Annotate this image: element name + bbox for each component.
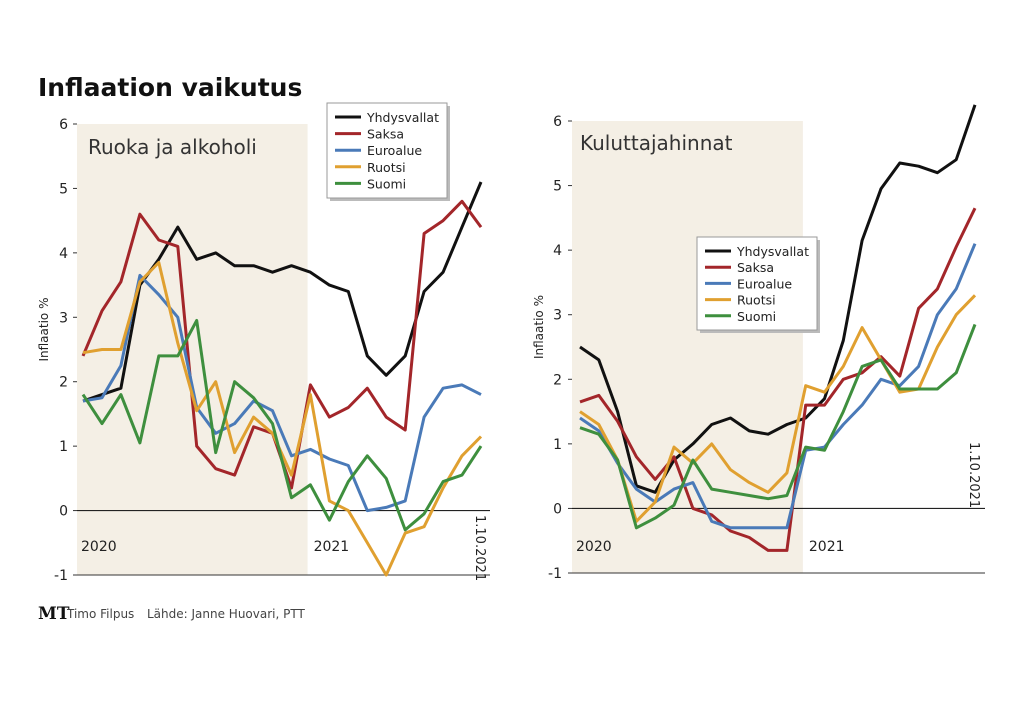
legend-label: Yhdysvallat [366, 110, 439, 125]
logo: MT [38, 604, 70, 624]
y-tick-label: 5 [553, 179, 562, 195]
y-tick-label: 1 [553, 437, 562, 453]
y-tick-label: 6 [553, 114, 562, 130]
y-tick-label: 3 [59, 310, 68, 326]
legend-label: Saksa [737, 260, 774, 275]
y-tick-label: 4 [553, 243, 562, 259]
y-tick-label: 0 [553, 501, 562, 517]
y-axis-label: Inflaatio % [37, 297, 51, 361]
legend-label: Ruotsi [367, 160, 406, 175]
x-tick-label: 1.10.2021 [472, 515, 487, 581]
x-tick-label: 1.10.2021 [966, 442, 981, 508]
main-title: Inflaation vaikutus [38, 73, 302, 102]
y-axis-label: Inflaatio % [532, 295, 546, 359]
y-tick-label: 0 [59, 504, 68, 520]
shade-2020 [572, 121, 803, 573]
legend-label: Saksa [367, 127, 404, 142]
series-line [82, 261, 483, 577]
legend-label: Euroalue [737, 276, 792, 291]
series-line [81, 319, 483, 532]
y-tick-label: 1 [59, 439, 68, 455]
author: Timo Filpus [66, 607, 134, 621]
x-tick-label: 2020 [576, 539, 612, 555]
y-tick-label: -1 [548, 566, 562, 582]
legend-label: Suomi [367, 176, 406, 191]
y-tick-label: 5 [59, 181, 68, 197]
x-tick-label: 2021 [314, 539, 350, 555]
series-line [82, 273, 482, 513]
y-tick-label: 2 [553, 372, 562, 388]
series-line [579, 294, 977, 523]
series-line [579, 243, 977, 530]
series-line [579, 104, 977, 494]
x-tick-label: 2020 [81, 539, 117, 555]
legend-label: Suomi [737, 309, 776, 324]
legend-label: Yhdysvallat [736, 244, 809, 259]
y-tick-label: 4 [59, 246, 68, 262]
legend-label: Ruotsi [737, 293, 776, 308]
x-tick-label: 2021 [809, 539, 845, 555]
panel-title: Ruoka ja alkoholi [88, 135, 257, 159]
y-tick-label: 3 [553, 308, 562, 324]
source: Lähde: Janne Huovari, PTT [147, 607, 305, 621]
series-line [579, 207, 977, 552]
panel-title: Kuluttajahinnat [580, 131, 733, 155]
series-line [579, 323, 977, 530]
y-tick-label: 6 [59, 117, 68, 133]
legend-label: Euroalue [367, 143, 422, 158]
y-tick-label: -1 [54, 568, 68, 584]
y-tick-label: 2 [59, 375, 68, 391]
